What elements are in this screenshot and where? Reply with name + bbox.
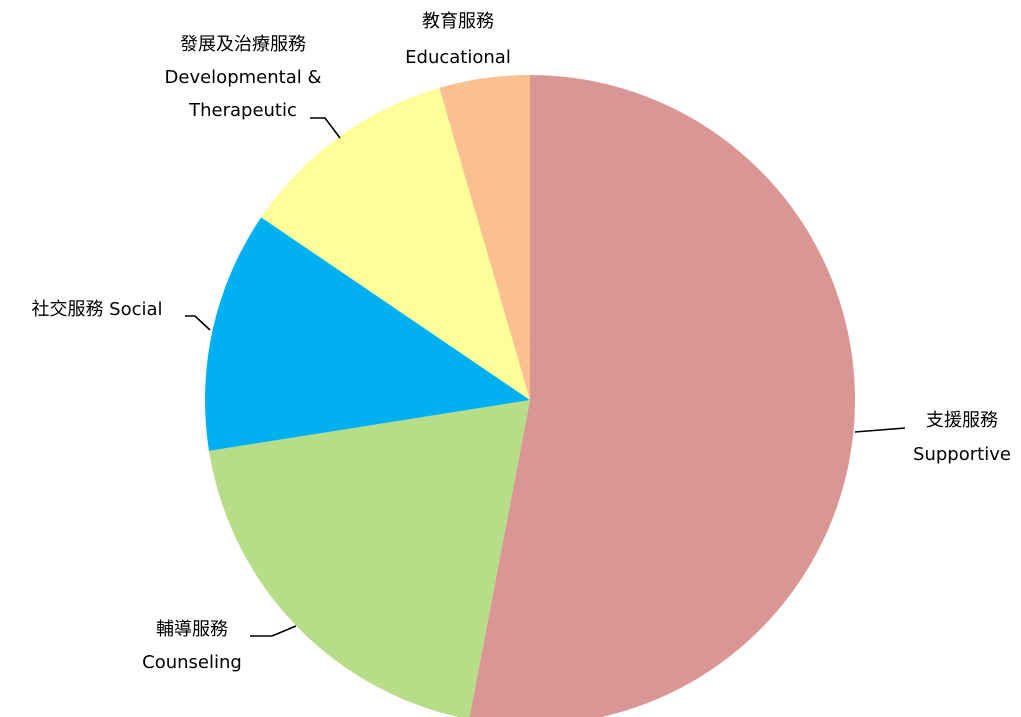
labels: 支援服務 Supportive 輔導服務 Counseling 社交服務 Social 發…: [31, 11, 1010, 673]
slice-label: Counseling: [142, 652, 242, 673]
leader-line: [854, 427, 906, 433]
slice-label: 教育服務: [422, 11, 494, 32]
slice-label: Educational: [405, 47, 511, 68]
slice-label: 社交服務 Social: [31, 299, 162, 320]
pie-slice: [205, 217, 530, 451]
pie-slice: [469, 75, 855, 717]
pie-slice: [209, 400, 530, 717]
slice-label: Supportive: [913, 444, 1011, 465]
pie-slice: [261, 87, 530, 401]
leader-line: [185, 315, 211, 331]
pie-slice: [439, 75, 530, 400]
slice-label: Therapeutic: [188, 100, 297, 121]
pie: [205, 75, 855, 717]
slice-label: 輔導服務: [156, 619, 228, 640]
leader-line: [310, 117, 341, 139]
slice-label: 發展及治療服務: [180, 34, 306, 55]
leader-line: [250, 625, 297, 637]
slice-label: Developmental &: [165, 67, 322, 88]
slice-label: 支援服務: [926, 410, 998, 431]
